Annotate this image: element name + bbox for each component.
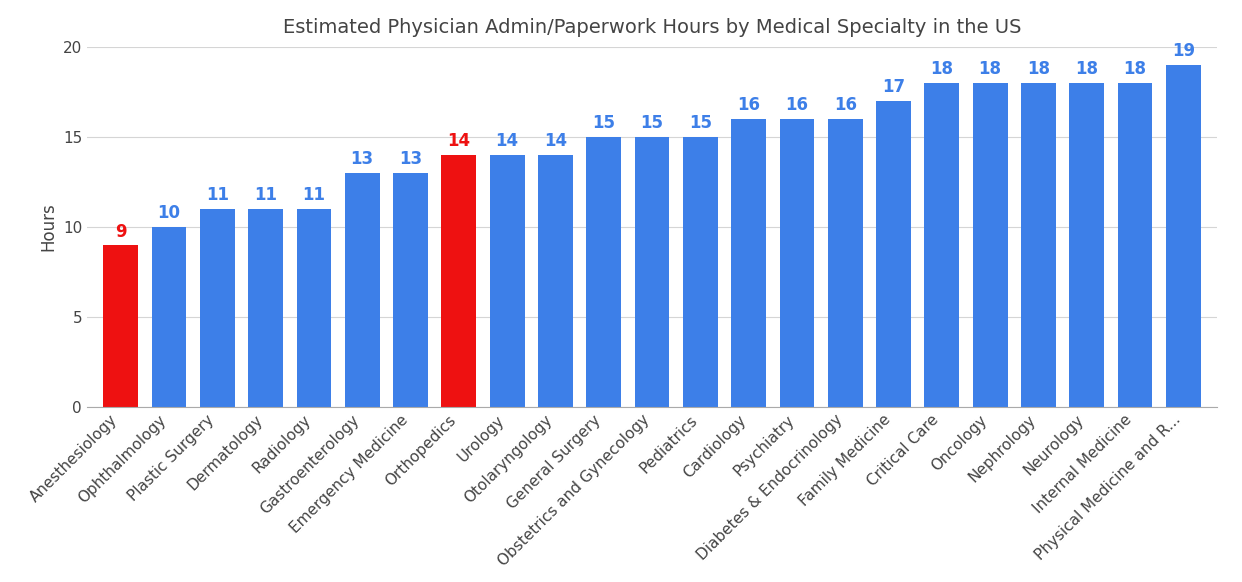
Text: 18: 18 — [1124, 60, 1146, 78]
Bar — [1069, 83, 1104, 407]
Bar — [924, 83, 959, 407]
Text: 11: 11 — [303, 186, 325, 204]
Bar — [586, 137, 621, 407]
Bar — [538, 155, 573, 407]
Text: 14: 14 — [496, 132, 519, 150]
Text: 9: 9 — [116, 222, 127, 240]
Bar — [200, 209, 235, 407]
Text: 15: 15 — [641, 114, 663, 132]
Bar — [683, 137, 718, 407]
Bar — [828, 119, 863, 407]
Text: 15: 15 — [592, 114, 615, 132]
Text: 11: 11 — [206, 186, 229, 204]
Bar — [635, 137, 669, 407]
Text: 10: 10 — [158, 204, 180, 222]
Bar — [780, 119, 815, 407]
Text: 13: 13 — [399, 150, 422, 168]
Text: 18: 18 — [979, 60, 1001, 78]
Text: 15: 15 — [689, 114, 712, 132]
Bar — [732, 119, 766, 407]
Text: 14: 14 — [447, 132, 471, 150]
Text: 18: 18 — [1027, 60, 1049, 78]
Text: 19: 19 — [1171, 42, 1195, 60]
Text: 18: 18 — [1076, 60, 1098, 78]
Text: 16: 16 — [738, 96, 760, 114]
Text: 14: 14 — [544, 132, 568, 150]
Text: 16: 16 — [785, 96, 809, 114]
Bar — [876, 101, 910, 407]
Bar — [972, 83, 1007, 407]
Title: Estimated Physician Admin/Paperwork Hours by Medical Specialty in the US: Estimated Physician Admin/Paperwork Hour… — [283, 17, 1021, 37]
Bar — [1166, 65, 1201, 407]
Bar — [152, 227, 186, 407]
Bar — [248, 209, 283, 407]
Bar — [1021, 83, 1056, 407]
Bar — [297, 209, 332, 407]
Bar — [1118, 83, 1153, 407]
Bar — [103, 245, 138, 407]
Text: 18: 18 — [930, 60, 954, 78]
Bar — [441, 155, 476, 407]
Text: 16: 16 — [833, 96, 857, 114]
Text: 11: 11 — [255, 186, 277, 204]
Bar — [394, 173, 428, 407]
Text: 17: 17 — [882, 78, 905, 96]
Y-axis label: Hours: Hours — [40, 203, 57, 251]
Bar — [345, 173, 380, 407]
Text: 13: 13 — [350, 150, 374, 168]
Bar — [489, 155, 524, 407]
